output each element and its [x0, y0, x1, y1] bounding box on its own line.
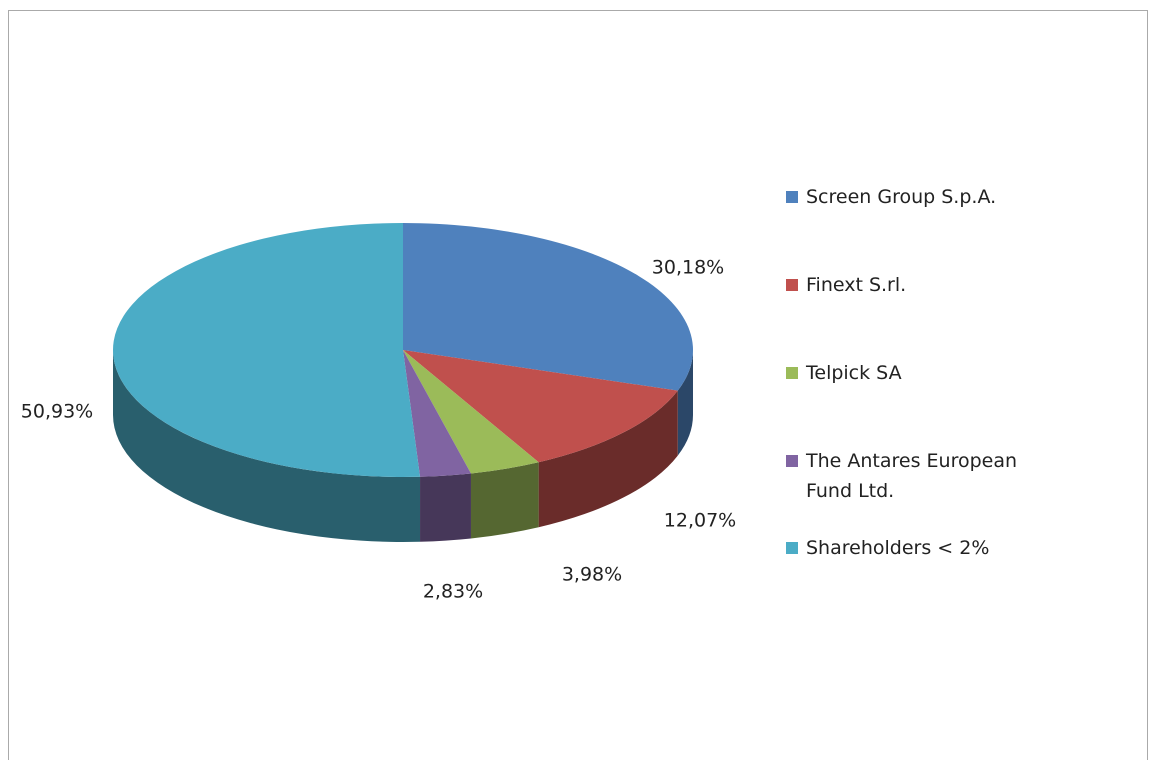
slice-side	[113, 350, 421, 543]
data-label: 2,83%	[423, 581, 483, 603]
legend-label: Shareholders < 2%	[806, 537, 990, 559]
legend-swatch	[786, 279, 798, 291]
legend-item: Screen Group S.p.A.	[786, 182, 1086, 212]
slice-side	[677, 350, 693, 456]
slice	[403, 350, 539, 474]
slice	[403, 350, 678, 463]
data-label: 3,98%	[562, 564, 622, 586]
data-label: 12,07%	[664, 510, 736, 532]
data-label: 50,93%	[21, 401, 93, 423]
chart-frame	[8, 10, 1148, 760]
legend-swatch	[786, 542, 798, 554]
legend-item: Telpick SA	[786, 358, 1086, 388]
slice	[403, 223, 693, 391]
slice	[403, 350, 471, 477]
data-label: 30,18%	[652, 257, 724, 279]
legend-item: The Antares European Fund Ltd.	[786, 446, 1086, 506]
legend-label: Telpick SA	[806, 362, 902, 384]
slice-side	[470, 462, 539, 539]
legend-swatch	[786, 367, 798, 379]
legend-swatch	[786, 191, 798, 203]
legend-label: Finext S.rl.	[806, 274, 907, 296]
legend-swatch	[786, 455, 798, 467]
slice-side	[420, 473, 471, 542]
slice	[112, 223, 421, 477]
legend-label: The Antares European Fund Ltd.	[806, 450, 1018, 502]
slice-side	[538, 390, 678, 528]
legend-label: Screen Group S.p.A.	[806, 186, 997, 208]
legend-item: Shareholders < 2%	[786, 533, 1086, 563]
legend-item: Finext S.rl.	[786, 270, 1086, 300]
